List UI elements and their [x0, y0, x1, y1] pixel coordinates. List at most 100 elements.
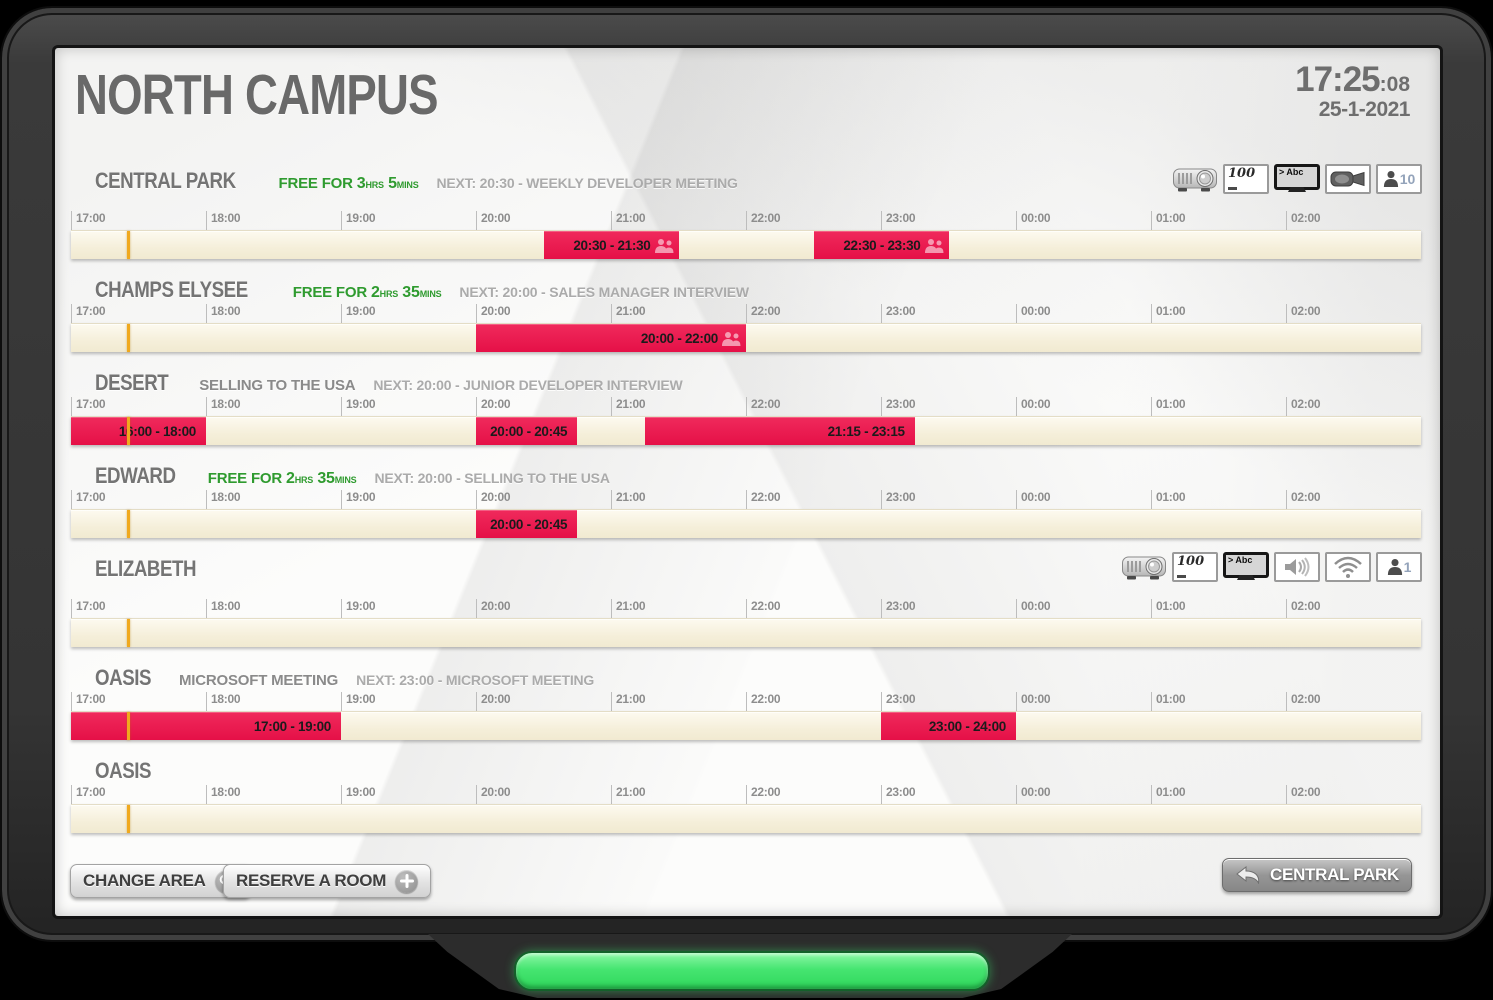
- current-time-line: [127, 619, 131, 647]
- room-timeline[interactable]: 20:00 - 20:45: [71, 509, 1421, 538]
- room-free-status: FREE FOR 2HRS 35MINS: [293, 284, 442, 302]
- free-unit: MINS: [419, 289, 442, 299]
- tick-label: 02:00: [1286, 490, 1321, 509]
- booking-time-label: 20:00 - 20:45: [490, 516, 568, 532]
- tick-label: 18:00: [206, 397, 241, 416]
- booking-time-label: 20:00 - 22:00: [640, 330, 718, 346]
- free-amount: 35: [398, 284, 420, 301]
- free-amount: 2: [285, 470, 295, 487]
- current-time-line: [127, 510, 131, 538]
- room-timeline[interactable]: 17:00 - 19:00 23:00 - 24:00: [71, 711, 1421, 740]
- room-facilities: 100 > Abc 10: [1172, 164, 1422, 194]
- booking-block[interactable]: 20:00 - 20:45: [476, 510, 578, 538]
- booking-block[interactable]: 21:15 - 23:15: [644, 417, 915, 445]
- clock-date: 25-1-2021: [1318, 97, 1411, 121]
- booking-block[interactable]: 20:30 - 21:30: [543, 231, 679, 259]
- room-timeline[interactable]: [71, 804, 1421, 833]
- room-name: EDWARD: [95, 463, 176, 488]
- tv-label: > Abc: [1279, 167, 1304, 177]
- tick-label: 17:00: [71, 785, 106, 804]
- tick-label: 01:00: [1151, 211, 1186, 230]
- tick-label: 01:00: [1151, 785, 1186, 804]
- tick-label: 18:00: [206, 785, 241, 804]
- room-row: DESERT SELLING TO THE USA NEXT: 20:00 - JU…: [55, 370, 1440, 445]
- tick-label: 20:00: [476, 785, 511, 804]
- tick-label: 01:00: [1151, 692, 1186, 711]
- room-list: CENTRAL PARK FREE FOR 3HRS 5MINS NEXT: 20:…: [55, 160, 1440, 851]
- tick-label: 22:00: [746, 397, 781, 416]
- tick-label: 20:00: [476, 397, 511, 416]
- room-row: EDWARD FREE FOR 2HRS 35MINS NEXT: 20:00 - …: [55, 463, 1440, 538]
- room-timeline[interactable]: 16:00 - 18:00 20:00 - 20:45 21:15 - 23:15: [71, 416, 1421, 445]
- tick-label: 23:00: [881, 785, 916, 804]
- room-row: OASIS 17:00 18:00 19:00 20:00 21:00 22:00 23:00…: [55, 758, 1440, 833]
- tick-label: 19:00: [341, 599, 376, 618]
- tick-label: 23:00: [881, 490, 916, 509]
- whiteboard-icon: 100: [1172, 552, 1218, 582]
- booking-time-label: 22:30 - 23:30: [843, 237, 921, 253]
- projector-icon: [1172, 164, 1218, 194]
- free-unit: HRS: [294, 475, 314, 485]
- booking-block[interactable]: 17:00 - 19:00: [71, 712, 341, 740]
- timeline-ticks: 17:00 18:00 19:00 20:00 21:00 22:00 23:00 00:00…: [71, 598, 1421, 618]
- tv-box: > Abc: [1274, 164, 1320, 192]
- room-next-meeting: NEXT: 23:00 - MICROSOFT MEETING: [356, 672, 595, 688]
- reserve-room-button[interactable]: RESERVE A ROOM: [223, 864, 432, 898]
- room-name: CENTRAL PARK: [95, 168, 236, 193]
- booking-time-label: 16:00 - 18:00: [118, 423, 196, 439]
- room-nav-button[interactable]: CENTRAL PARK: [1222, 858, 1412, 892]
- capacity-count: 1: [1403, 559, 1412, 575]
- tick-label: 18:00: [206, 692, 241, 711]
- room-timeline[interactable]: 20:00 - 22:00: [71, 323, 1421, 352]
- tick-label: 22:00: [746, 304, 781, 323]
- tick-label: 19:00: [341, 397, 376, 416]
- tick-label: 18:00: [206, 490, 241, 509]
- booking-time-label: 20:30 - 21:30: [573, 237, 651, 253]
- whiteboard-capacity-label: 100: [1177, 554, 1205, 569]
- tick-label: 22:00: [746, 599, 781, 618]
- free-prefix: FREE FOR: [278, 175, 357, 192]
- timeline-ticks: 17:00 18:00 19:00 20:00 21:00 22:00 23:00 00:00…: [71, 396, 1421, 416]
- booking-block[interactable]: 22:30 - 23:30: [813, 231, 949, 259]
- free-prefix: FREE FOR: [207, 470, 286, 487]
- room-name: CHAMPS ELYSEE: [95, 277, 248, 302]
- plus-icon: [395, 869, 419, 893]
- booking-block[interactable]: 23:00 - 24:00: [881, 712, 1016, 740]
- tick-label: 22:00: [746, 692, 781, 711]
- room-row: CHAMPS ELYSEE FREE FOR 2HRS 35MINS NEXT: 2…: [55, 277, 1440, 352]
- capacity-box: 10: [1376, 164, 1422, 194]
- clock-time: 17:25: [1295, 60, 1381, 99]
- speaker-box: [1274, 552, 1320, 582]
- tick-label: 20:00: [476, 211, 511, 230]
- free-amount: 2: [370, 284, 380, 301]
- booking-block[interactable]: 20:00 - 20:45: [476, 417, 578, 445]
- room-row-header: DESERT SELLING TO THE USA NEXT: 20:00 - JU…: [95, 370, 1422, 396]
- capacity-box: 1: [1376, 552, 1422, 582]
- tick-label: 18:00: [206, 304, 241, 323]
- booking-block[interactable]: 16:00 - 18:00: [71, 417, 206, 445]
- tick-label: 19:00: [341, 304, 376, 323]
- free-unit: HRS: [365, 180, 384, 190]
- tv-stand: [1288, 187, 1306, 192]
- wifi-box: [1325, 552, 1371, 582]
- change-area-button[interactable]: CHANGE AREA: [70, 864, 251, 898]
- booking-time-label: 23:00 - 24:00: [928, 718, 1006, 734]
- tick-label: 01:00: [1151, 397, 1186, 416]
- camera-box: [1325, 164, 1371, 194]
- room-name: OASIS: [95, 758, 152, 783]
- tick-label: 01:00: [1151, 599, 1186, 618]
- room-next-meeting: NEXT: 20:00 - JUNIOR DEVELOPER INTERVIEW: [373, 377, 683, 393]
- room-timeline[interactable]: [71, 618, 1421, 647]
- tick-label: 00:00: [1016, 211, 1051, 230]
- room-timeline[interactable]: 20:30 - 21:30 22:30 - 23:30: [71, 230, 1421, 259]
- back-arrow-icon: [1235, 866, 1261, 884]
- free-unit: MINS: [396, 180, 419, 190]
- booking-block[interactable]: 20:00 - 22:00: [476, 324, 746, 352]
- screen: NORTH CAMPUS 17:25:08 25-1-2021 CENTRAL …: [55, 48, 1440, 916]
- tick-label: 17:00: [71, 692, 106, 711]
- change-area-label: CHANGE AREA: [83, 871, 206, 890]
- current-time-line: [127, 231, 131, 259]
- tick-label: 19:00: [341, 785, 376, 804]
- whiteboard-icon: 100: [1223, 164, 1269, 194]
- tv-icon: > Abc: [1223, 552, 1269, 580]
